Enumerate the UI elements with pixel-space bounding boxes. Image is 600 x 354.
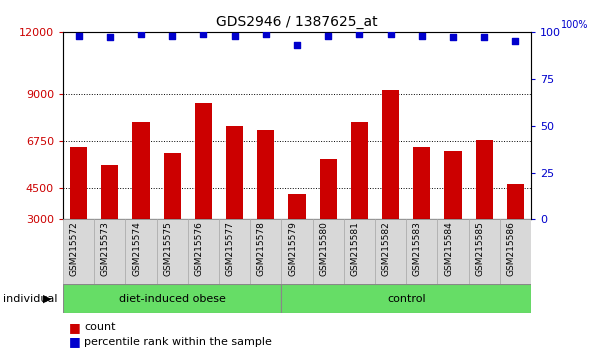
Text: ■: ■ xyxy=(69,335,81,348)
Point xyxy=(479,35,489,40)
Bar xyxy=(476,140,493,219)
Point xyxy=(199,31,208,36)
Point xyxy=(355,31,364,36)
Bar xyxy=(94,219,125,285)
Bar xyxy=(257,130,274,219)
Bar xyxy=(70,147,87,219)
Text: GSM215581: GSM215581 xyxy=(350,222,359,276)
Text: GSM215579: GSM215579 xyxy=(288,222,297,276)
Text: percentile rank within the sample: percentile rank within the sample xyxy=(84,337,272,347)
Bar xyxy=(281,284,531,313)
Bar xyxy=(289,194,305,219)
Text: GSM215585: GSM215585 xyxy=(475,222,484,276)
Text: GSM215583: GSM215583 xyxy=(413,222,422,276)
Text: GSM215578: GSM215578 xyxy=(257,222,266,276)
Text: diet-induced obese: diet-induced obese xyxy=(119,294,226,304)
Bar xyxy=(313,219,344,285)
Text: GSM215576: GSM215576 xyxy=(194,222,203,276)
Point xyxy=(292,42,302,48)
Text: GSM215573: GSM215573 xyxy=(101,222,110,276)
Point xyxy=(261,31,271,36)
Bar xyxy=(351,121,368,219)
Bar xyxy=(101,165,118,219)
Point xyxy=(448,35,458,40)
Text: ■: ■ xyxy=(69,321,81,334)
Bar xyxy=(63,284,281,313)
Bar xyxy=(133,121,149,219)
Text: count: count xyxy=(84,322,116,332)
Bar xyxy=(507,184,524,219)
Bar xyxy=(195,103,212,219)
Bar xyxy=(375,219,406,285)
Bar xyxy=(164,153,181,219)
Bar xyxy=(125,219,157,285)
Bar xyxy=(63,219,94,285)
Point xyxy=(417,33,427,39)
Bar xyxy=(219,219,250,285)
Text: GSM215586: GSM215586 xyxy=(506,222,515,276)
Text: GSM215572: GSM215572 xyxy=(70,222,79,276)
Text: GSM215584: GSM215584 xyxy=(444,222,453,276)
Text: GSM215582: GSM215582 xyxy=(382,222,391,276)
Point xyxy=(74,33,83,39)
Text: individual: individual xyxy=(3,294,58,304)
Text: ▶: ▶ xyxy=(43,294,52,304)
Bar xyxy=(281,219,313,285)
Bar xyxy=(320,159,337,219)
Bar xyxy=(344,219,375,285)
Point xyxy=(323,33,333,39)
Bar xyxy=(382,90,399,219)
Bar xyxy=(406,219,437,285)
Text: GSM215574: GSM215574 xyxy=(132,222,141,276)
Bar xyxy=(188,219,219,285)
Bar xyxy=(157,219,188,285)
Bar xyxy=(469,219,500,285)
Bar xyxy=(500,219,531,285)
Bar xyxy=(250,219,281,285)
Bar xyxy=(226,126,243,219)
Point xyxy=(105,35,115,40)
Point xyxy=(230,33,239,39)
Point xyxy=(136,31,146,36)
Bar xyxy=(413,147,430,219)
Point xyxy=(511,38,520,44)
Text: control: control xyxy=(387,294,425,304)
Bar xyxy=(437,219,469,285)
Point xyxy=(167,33,177,39)
Text: GSM215577: GSM215577 xyxy=(226,222,235,276)
Text: GSM215575: GSM215575 xyxy=(163,222,172,276)
Bar xyxy=(445,151,461,219)
Text: GSM215580: GSM215580 xyxy=(319,222,328,276)
Title: GDS2946 / 1387625_at: GDS2946 / 1387625_at xyxy=(216,16,378,29)
Point xyxy=(386,31,395,36)
Text: 100%: 100% xyxy=(562,20,589,30)
